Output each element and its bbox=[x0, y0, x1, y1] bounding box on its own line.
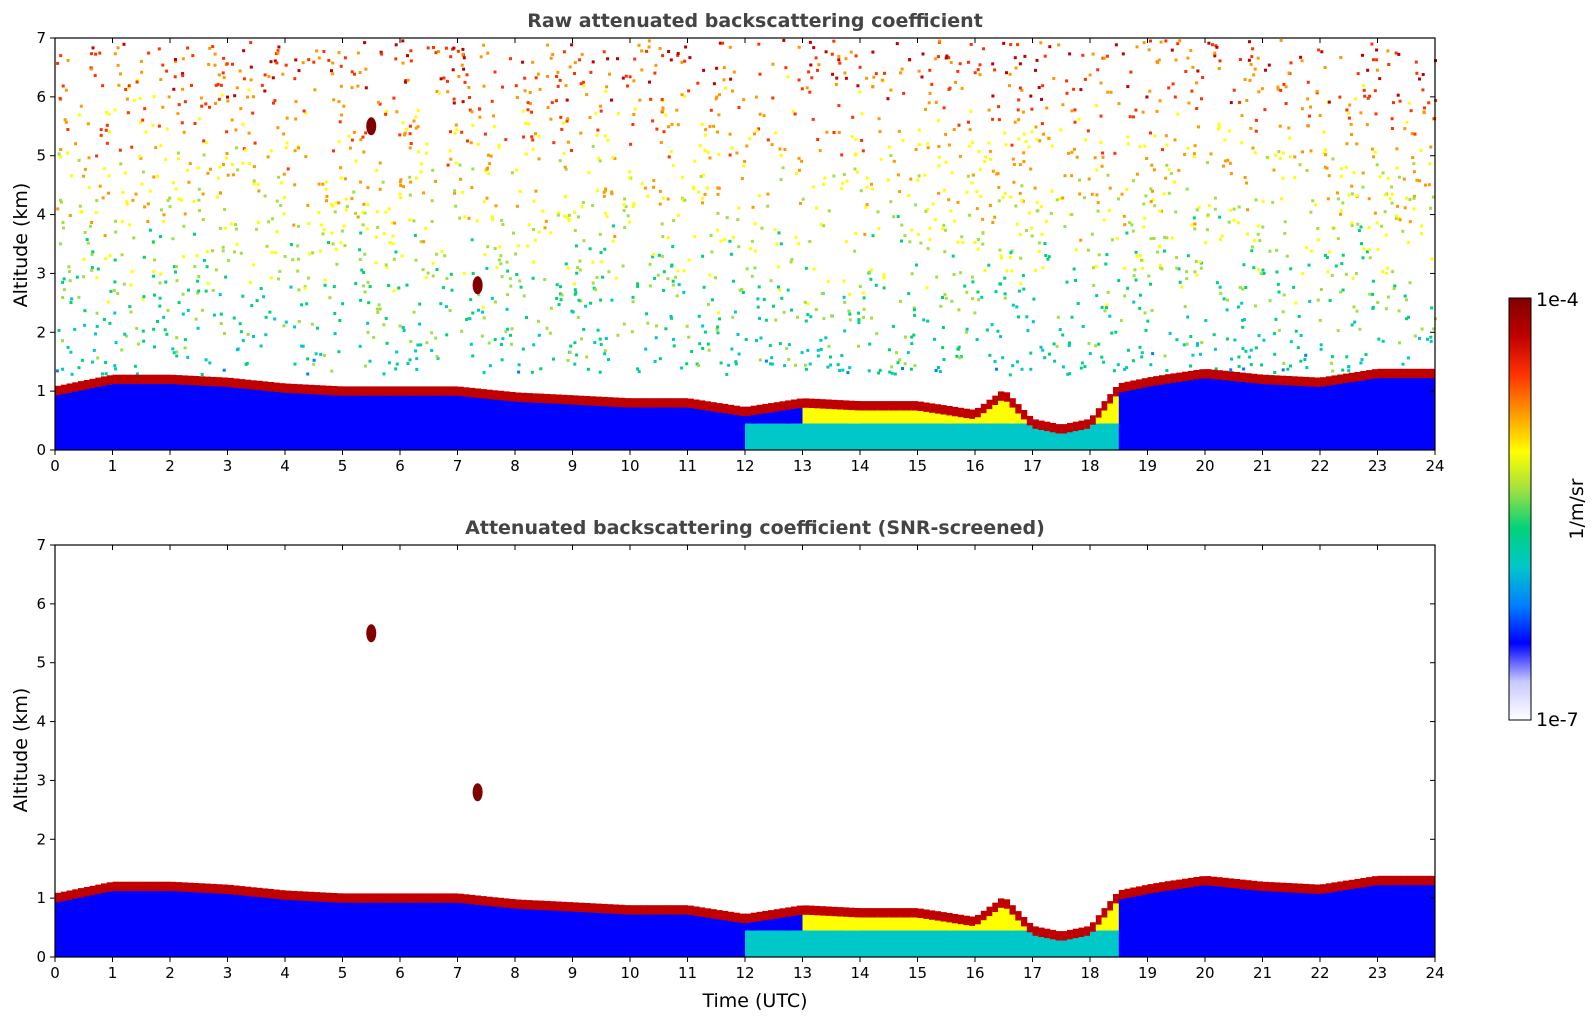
y-tick-label: 2 bbox=[36, 830, 46, 848]
x-tick-label: 0 bbox=[50, 964, 60, 982]
x-tick-label: 7 bbox=[453, 964, 463, 982]
x-tick-label: 24 bbox=[1425, 964, 1444, 982]
y-tick-label: 6 bbox=[36, 595, 46, 613]
data-marks bbox=[366, 117, 483, 295]
boundary-layer bbox=[55, 368, 1436, 450]
x-tick-label: 16 bbox=[965, 964, 984, 982]
x-tick-label: 3 bbox=[223, 964, 233, 982]
x-tick-label: 5 bbox=[338, 457, 348, 475]
cloud-patch-1 bbox=[472, 276, 483, 295]
x-tick-label: 18 bbox=[1080, 457, 1099, 475]
y-axis: 0 1 2 3 4 5 6 7 bbox=[36, 29, 1435, 459]
x-tick-label: 19 bbox=[1138, 457, 1157, 475]
chart-title: Raw attenuated backscattering coefficien… bbox=[527, 10, 983, 32]
y-axis-label: Altitude (km) bbox=[10, 688, 32, 813]
y-tick-label: 7 bbox=[36, 29, 46, 47]
y-axis-label: Altitude (km) bbox=[10, 183, 32, 308]
y-tick-label: 5 bbox=[36, 654, 46, 672]
y-tick-label: 5 bbox=[36, 147, 46, 165]
snr-screened-panel: Attenuated backscattering coefficient (S… bbox=[10, 517, 1445, 1012]
y-tick-label: 7 bbox=[36, 536, 46, 554]
x-tick-label: 6 bbox=[395, 457, 405, 475]
x-tick-label: 20 bbox=[1195, 457, 1214, 475]
x-tick-label: 10 bbox=[620, 457, 639, 475]
y-tick-label: 1 bbox=[36, 889, 46, 907]
y-tick-label: 3 bbox=[36, 771, 46, 789]
cloud-patch-0 bbox=[366, 624, 377, 643]
x-tick-label: 0 bbox=[50, 457, 60, 475]
x-tick-label: 14 bbox=[850, 457, 869, 475]
x-tick-label: 10 bbox=[620, 964, 639, 982]
x-tick-label: 15 bbox=[908, 457, 927, 475]
x-tick-label: 19 bbox=[1138, 964, 1157, 982]
colorbar-min-label: 1e-7 bbox=[1536, 709, 1579, 731]
plot-area bbox=[55, 38, 1438, 450]
x-tick-label: 1 bbox=[108, 964, 118, 982]
x-tick-label: 6 bbox=[395, 964, 405, 982]
y-tick-label: 0 bbox=[36, 948, 46, 966]
x-tick-label: 9 bbox=[568, 457, 578, 475]
x-tick-label: 13 bbox=[793, 964, 812, 982]
x-tick-label: 11 bbox=[678, 964, 697, 982]
noise-speckle bbox=[55, 38, 1438, 377]
colorbar: 1e-4 1e-7 1/m/sr bbox=[1508, 289, 1588, 731]
plot-area bbox=[55, 545, 1436, 957]
x-tick-label: 22 bbox=[1310, 964, 1329, 982]
x-tick-label: 14 bbox=[850, 964, 869, 982]
raw-backscatter-panel: Raw attenuated backscattering coefficien… bbox=[10, 10, 1445, 475]
x-tick-label: 2 bbox=[165, 964, 175, 982]
chart-title: Attenuated backscattering coefficient (S… bbox=[465, 517, 1045, 539]
x-axis: 0 1 2 3 4 5 6 7 8 9 10 11 12 13 14 15 16 17 18 19 20 21 22 23 24 bbox=[50, 38, 1445, 475]
x-tick-label: 4 bbox=[280, 457, 290, 475]
y-axis: 0 1 2 3 4 5 6 7 bbox=[36, 536, 1435, 966]
x-tick-label: 9 bbox=[568, 964, 578, 982]
x-tick-label: 24 bbox=[1425, 457, 1444, 475]
x-tick-label: 7 bbox=[453, 457, 463, 475]
x-axis: 0 1 2 3 4 5 6 7 8 9 10 11 12 13 14 15 16 17 18 19 20 21 22 23 24 bbox=[50, 545, 1445, 982]
x-tick-label: 17 bbox=[1023, 964, 1042, 982]
x-tick-label: 2 bbox=[165, 457, 175, 475]
colorbar-gradient bbox=[1508, 297, 1532, 721]
data-marks bbox=[366, 624, 483, 802]
x-tick-label: 21 bbox=[1253, 457, 1272, 475]
x-tick-label: 20 bbox=[1195, 964, 1214, 982]
y-tick-label: 2 bbox=[36, 323, 46, 341]
x-tick-label: 18 bbox=[1080, 964, 1099, 982]
x-tick-label: 12 bbox=[735, 457, 754, 475]
x-tick-label: 8 bbox=[510, 457, 520, 475]
x-tick-label: 22 bbox=[1310, 457, 1329, 475]
boundary-layer bbox=[55, 875, 1436, 957]
x-tick-label: 1 bbox=[108, 457, 118, 475]
x-tick-label: 15 bbox=[908, 964, 927, 982]
colorbar-unit-label: 1/m/sr bbox=[1566, 478, 1588, 539]
x-tick-label: 23 bbox=[1368, 457, 1387, 475]
x-tick-label: 5 bbox=[338, 964, 348, 982]
colorbar-max-label: 1e-4 bbox=[1536, 289, 1579, 311]
y-tick-label: 0 bbox=[36, 441, 46, 459]
y-tick-label: 4 bbox=[36, 713, 46, 731]
x-tick-label: 23 bbox=[1368, 964, 1387, 982]
x-tick-label: 13 bbox=[793, 457, 812, 475]
y-tick-label: 4 bbox=[36, 206, 46, 224]
cloud-patch-0 bbox=[366, 117, 377, 136]
x-tick-label: 16 bbox=[965, 457, 984, 475]
x-tick-label: 3 bbox=[223, 457, 233, 475]
x-tick-label: 8 bbox=[510, 964, 520, 982]
y-tick-label: 6 bbox=[36, 88, 46, 106]
x-tick-label: 11 bbox=[678, 457, 697, 475]
x-tick-label: 21 bbox=[1253, 964, 1272, 982]
x-axis-label: Time (UTC) bbox=[701, 990, 807, 1012]
y-tick-label: 3 bbox=[36, 264, 46, 282]
y-tick-label: 1 bbox=[36, 382, 46, 400]
cloud-patch-1 bbox=[472, 783, 483, 802]
x-tick-label: 17 bbox=[1023, 457, 1042, 475]
x-tick-label: 4 bbox=[280, 964, 290, 982]
x-tick-label: 12 bbox=[735, 964, 754, 982]
